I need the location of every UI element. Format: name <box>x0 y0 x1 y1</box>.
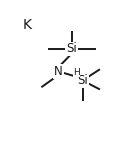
Text: N: N <box>54 65 63 78</box>
Text: Si: Si <box>66 42 77 55</box>
Text: H: H <box>73 68 80 77</box>
Text: K: K <box>23 18 32 32</box>
Text: Si: Si <box>77 74 88 87</box>
